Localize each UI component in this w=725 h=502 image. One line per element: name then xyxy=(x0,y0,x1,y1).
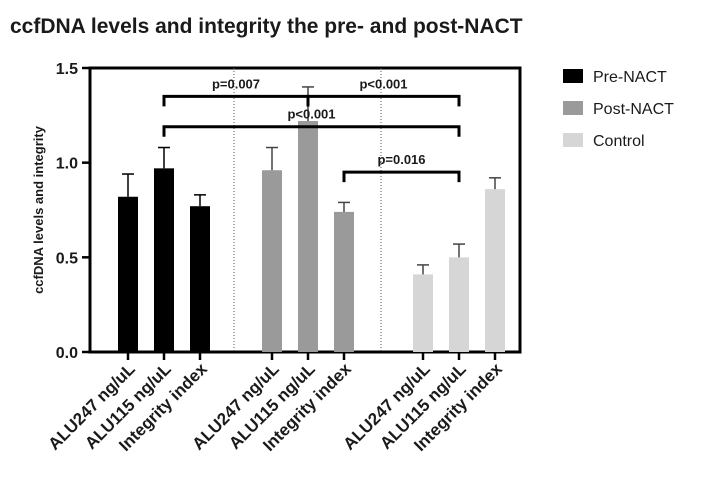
significance-label-4: p=0.016 xyxy=(377,152,425,167)
bar-2-0 xyxy=(413,274,433,352)
bar-2-1 xyxy=(449,257,469,352)
significance-label-3: p<0.001 xyxy=(287,107,335,122)
significance-bracket-1 xyxy=(162,94,310,107)
bar-0-1 xyxy=(154,168,174,352)
y-tick-label: 1.5 xyxy=(56,61,78,78)
y-tick-label: 1.0 xyxy=(56,156,78,173)
bar-1-2 xyxy=(334,211,354,352)
significance-label-1: p=0.007 xyxy=(212,76,260,91)
significance-bracket-4 xyxy=(342,170,461,183)
bar-0-2 xyxy=(190,206,210,352)
y-axis-label: ccfDNA levels and integrity xyxy=(31,125,46,294)
chart-title: ccfDNA levels and integrity the pre- and… xyxy=(10,15,523,38)
bar-1-0 xyxy=(262,170,282,352)
legend-label-3: Control xyxy=(593,133,645,150)
legend-swatch-1 xyxy=(563,69,583,83)
y-tick-label: 0.0 xyxy=(56,345,78,362)
legend: Pre-NACT Post-NACT Control xyxy=(563,69,674,150)
bar-0-0 xyxy=(118,196,138,352)
significance-bracket-2 xyxy=(306,94,461,107)
significance-label-2: p<0.001 xyxy=(359,76,407,91)
bar-2-2 xyxy=(485,189,505,352)
significance-bracket-3 xyxy=(162,125,461,137)
legend-swatch-2 xyxy=(563,101,583,115)
bar-1-1 xyxy=(298,121,318,352)
y-tick-label: 0.5 xyxy=(56,250,78,267)
legend-label-2: Post-NACT xyxy=(593,101,674,118)
legend-swatch-3 xyxy=(563,133,583,147)
legend-label-1: Pre-NACT xyxy=(593,69,667,86)
